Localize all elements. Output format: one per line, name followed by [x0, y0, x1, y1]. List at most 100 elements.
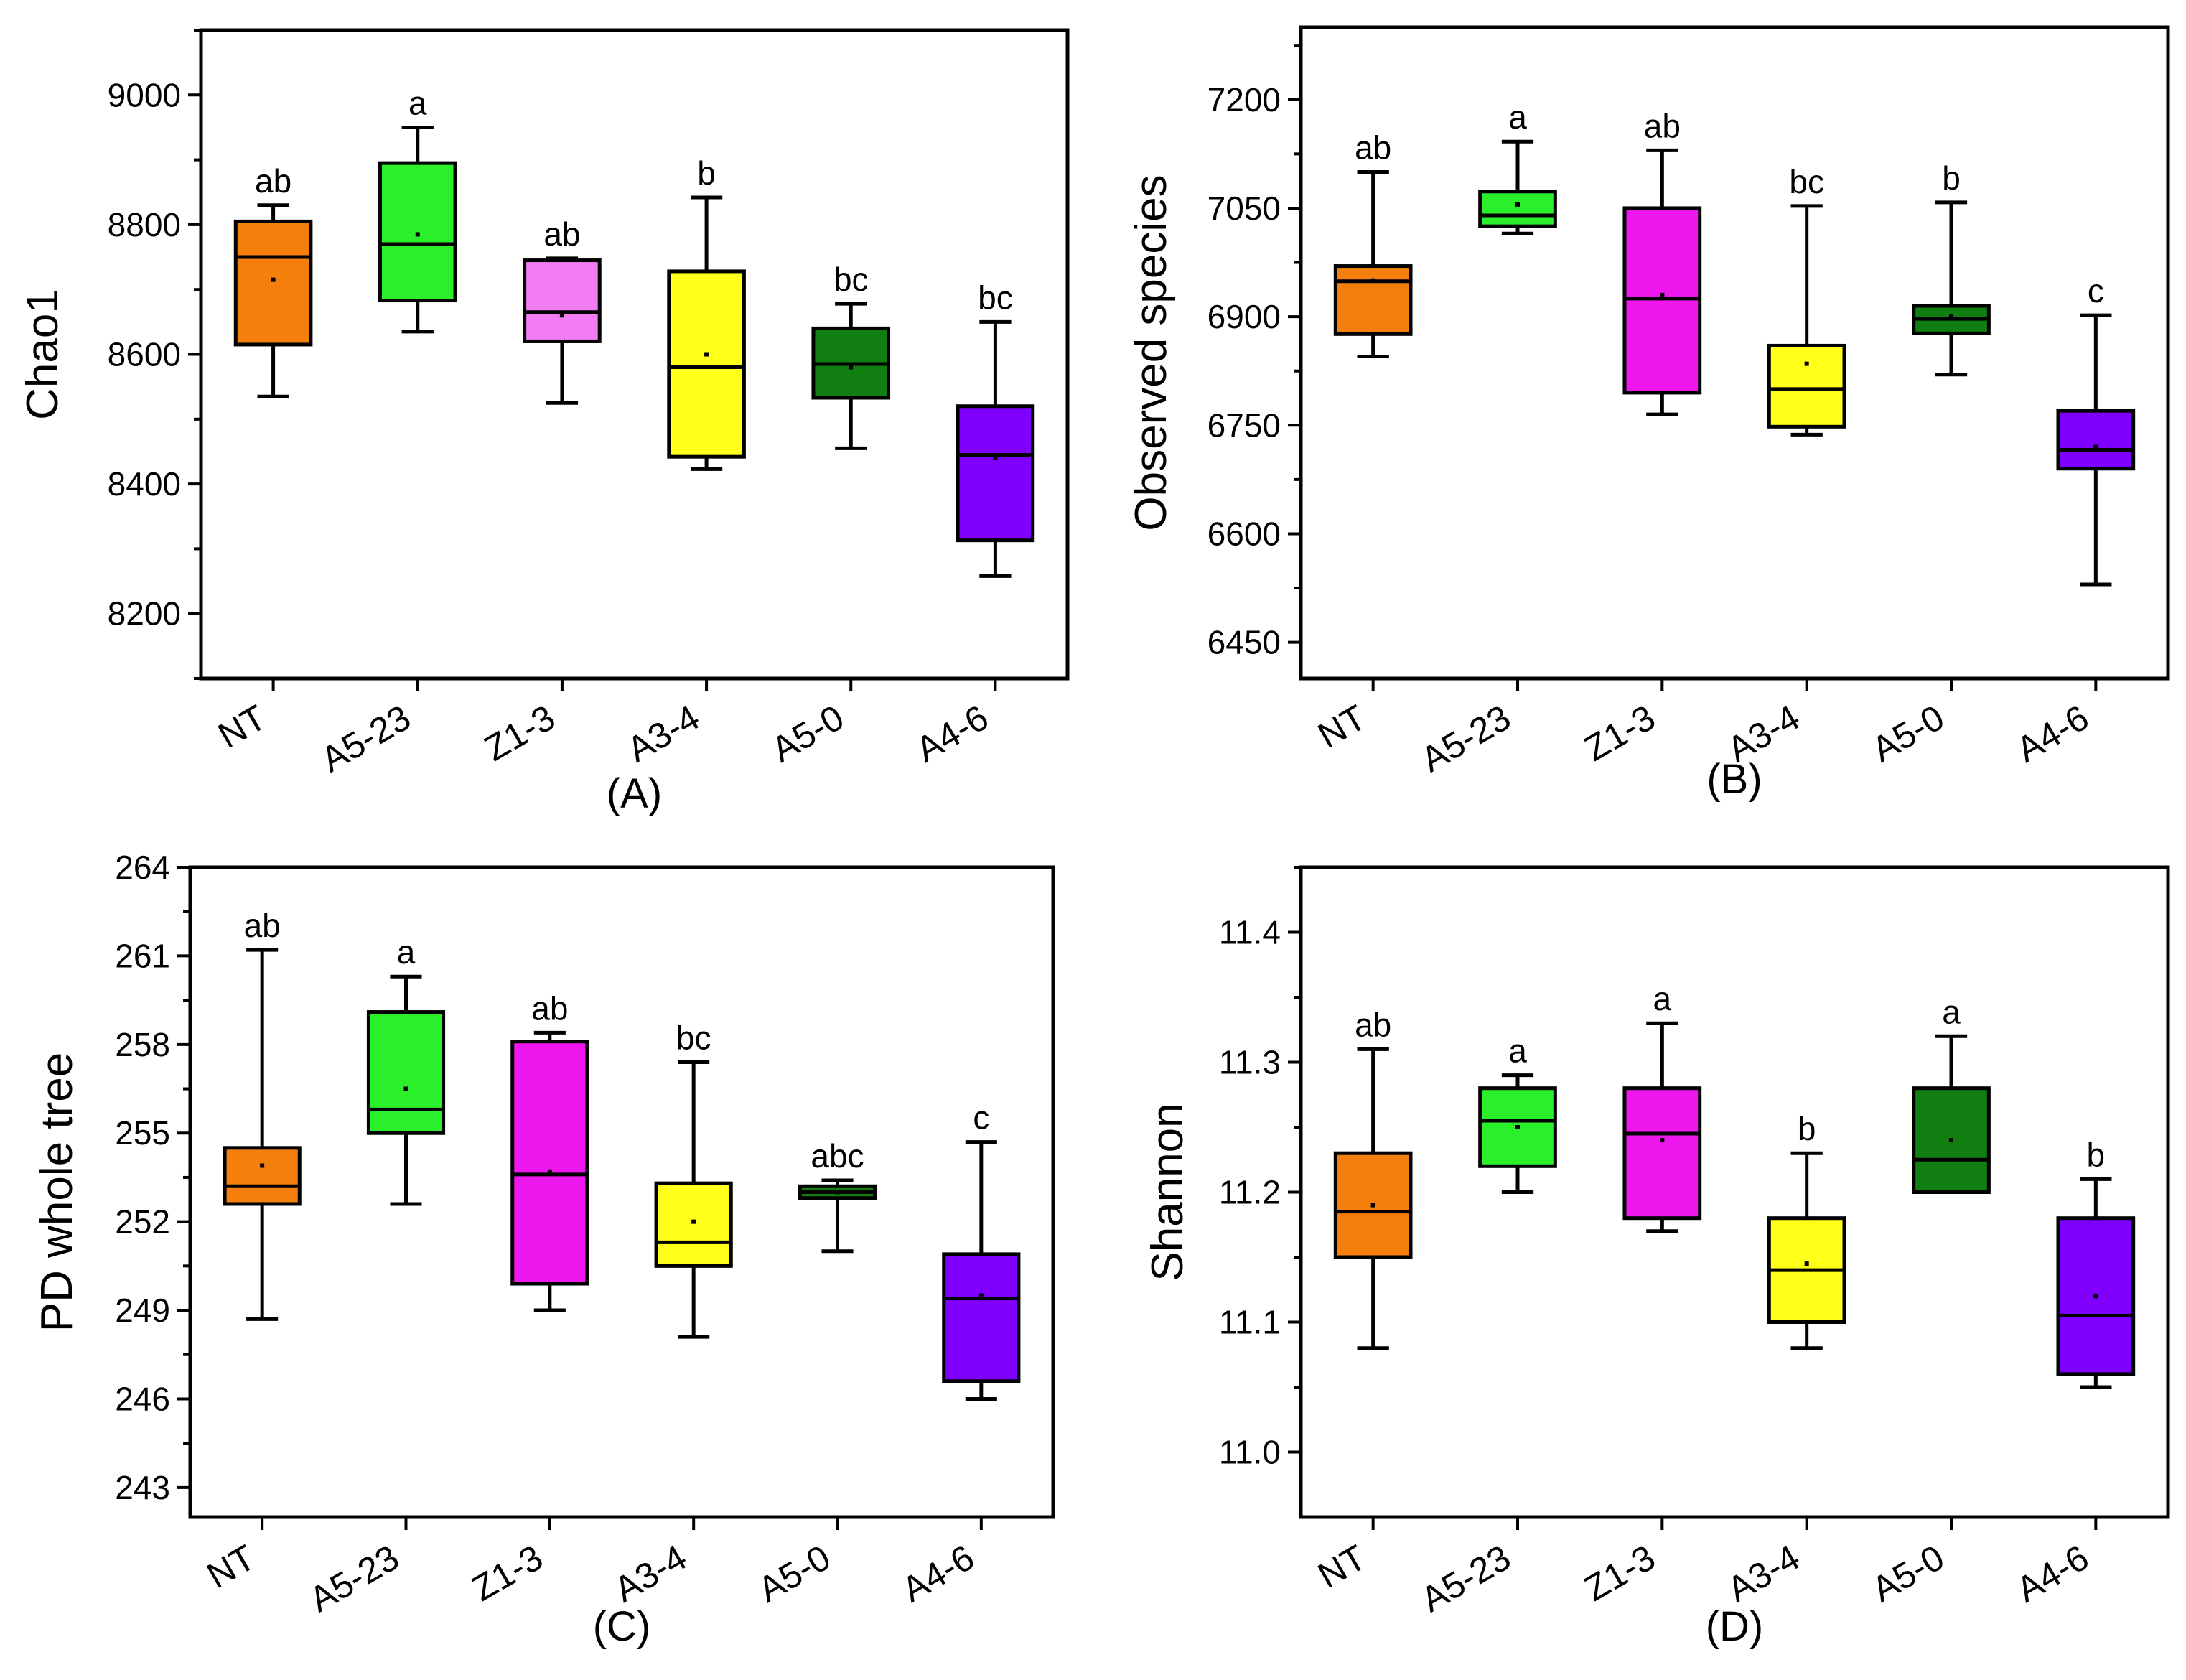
- box-a3-4: b: [1767, 1110, 1846, 1350]
- plot-frame: [188, 865, 1055, 1519]
- mean-marker: [1515, 1125, 1520, 1129]
- mean-marker: [1660, 292, 1665, 297]
- box-body: [1767, 343, 1846, 429]
- box-body: [1333, 264, 1413, 336]
- box-body: [654, 1181, 733, 1268]
- box-nt: ab: [233, 162, 313, 398]
- box-body: [942, 1252, 1021, 1383]
- significance-letter: a: [408, 84, 427, 121]
- significance-letter: b: [697, 154, 716, 192]
- significance-letter: abc: [811, 1137, 864, 1175]
- significance-letter: bc: [833, 261, 869, 298]
- mean-marker: [260, 1163, 265, 1168]
- x-tick-label: NT: [1311, 1537, 1373, 1596]
- y-axis-title: Observed species: [1126, 174, 1176, 531]
- mean-marker: [704, 352, 709, 357]
- y-tick-label: 8200: [108, 595, 181, 633]
- y-tick-label: 8600: [108, 336, 181, 373]
- y-tick-label: 11.4: [1219, 914, 1281, 951]
- x-tick-label: A4-6: [2009, 1537, 2095, 1610]
- panel-a: 8200 8400 8600 8800 9000 Chao1 NT A5-23 Z1-3 A3-4…: [18, 28, 1070, 817]
- mean-marker: [1804, 361, 1809, 366]
- y-tick-label: 8400: [108, 465, 181, 503]
- x-tick-label: A4-6: [2009, 697, 2095, 770]
- significance-letter: ab: [1355, 129, 1391, 167]
- significance-letter: ab: [1355, 1006, 1391, 1043]
- x-tick-label: A5-23: [302, 1537, 406, 1620]
- box-a4-6: b: [2056, 1136, 2136, 1389]
- x-tick-label: A3-4: [1721, 1537, 1806, 1610]
- mean-marker: [849, 365, 854, 370]
- box-z1-3: ab: [1622, 107, 1702, 416]
- box-body: [1478, 1086, 1557, 1168]
- mean-marker: [835, 1190, 840, 1195]
- box-a4-6: c: [2056, 272, 2136, 587]
- panel-caption: (A): [607, 770, 662, 817]
- y-tick-label: 264: [115, 849, 170, 886]
- mean-marker: [993, 455, 998, 460]
- x-tick-label: A5-0: [1865, 697, 1951, 770]
- x-tick-label: Z1-3: [1578, 1537, 1662, 1609]
- significance-letter: a: [1508, 1032, 1527, 1070]
- box-body: [366, 1010, 446, 1135]
- box-nt: ab: [1333, 129, 1413, 359]
- y-axis-title: PD whole tree: [32, 1053, 82, 1332]
- y-tick-label: 252: [115, 1203, 170, 1241]
- mean-marker: [1660, 1138, 1665, 1143]
- mean-marker: [1949, 1138, 1953, 1143]
- panel-d: 11.0 11.1 11.2 11.3 11.4 Shannon NT A5-23 Z1-3 A3…: [1143, 865, 2170, 1650]
- box-body: [523, 258, 602, 343]
- plot-frame: [199, 28, 1070, 681]
- x-tick-label: A4-6: [909, 697, 994, 770]
- y-tick-label: 11.3: [1219, 1044, 1281, 1081]
- box-z1-3: ab: [510, 989, 589, 1312]
- box-body: [956, 404, 1035, 543]
- x-tick-label: A4-6: [895, 1537, 981, 1610]
- x-tick-label: A5-23: [1414, 697, 1518, 780]
- box-body: [510, 1040, 589, 1286]
- box-a5-0: bc: [811, 261, 891, 450]
- y-tick-label: 6450: [1208, 624, 1281, 661]
- x-tick-label: A5-23: [1414, 1537, 1518, 1620]
- plot-frame: [1299, 865, 2170, 1519]
- mean-marker: [1515, 202, 1520, 207]
- y-tick-label: 255: [115, 1114, 170, 1152]
- x-tick-label: Z1-3: [465, 1537, 549, 1609]
- y-tick-label: 258: [115, 1026, 170, 1063]
- y-tick-label: 11.0: [1219, 1434, 1281, 1471]
- box-body: [378, 161, 457, 303]
- x-tick-label: Z1-3: [477, 697, 561, 769]
- box-body: [1622, 206, 1702, 395]
- significance-letter: b: [1798, 1110, 1816, 1147]
- y-axis-title: Shannon: [1143, 1103, 1192, 1281]
- mean-marker: [559, 313, 564, 318]
- box-body: [233, 219, 313, 347]
- x-tick-label: A5-0: [765, 697, 850, 770]
- box-a5-23: a: [1478, 1032, 1557, 1194]
- y-tick-label: 6750: [1208, 406, 1281, 444]
- box-a5-0: b: [1912, 159, 1991, 377]
- y-tick-label: 11.2: [1219, 1174, 1281, 1211]
- box-a5-0: abc: [798, 1137, 877, 1254]
- box-body: [2056, 1216, 2136, 1376]
- mean-marker: [271, 277, 276, 282]
- box-body: [1622, 1086, 1702, 1221]
- x-tick-label: NT: [200, 1537, 262, 1596]
- y-axis-title: Chao1: [18, 289, 67, 420]
- significance-letter: b: [1942, 159, 1961, 197]
- box-a5-0: a: [1912, 993, 1991, 1194]
- panel-b: 6450 6600 6750 6900 7050 7200 Observed species…: [1126, 25, 2170, 803]
- significance-letter: c: [973, 1099, 989, 1137]
- y-tick-label: 7200: [1208, 81, 1281, 118]
- y-tick-label: 249: [115, 1292, 170, 1329]
- significance-letter: ab: [531, 989, 568, 1027]
- box-body: [2056, 409, 2136, 471]
- significance-letter: bc: [1789, 163, 1824, 200]
- box-body: [223, 1146, 302, 1206]
- x-tick-label: Z1-3: [1578, 697, 1662, 769]
- panel-caption: (D): [1706, 1603, 1764, 1650]
- significance-letter: b: [2087, 1136, 2106, 1173]
- box-body: [667, 269, 746, 459]
- significance-letter: a: [1508, 98, 1527, 136]
